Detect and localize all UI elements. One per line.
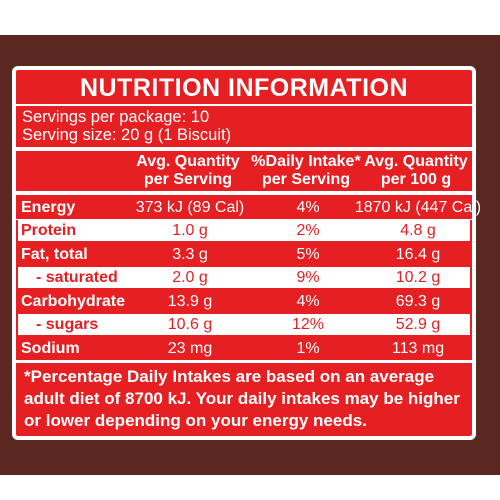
daily-intake-value: 4% — [296, 293, 320, 310]
per-100g-value: 1870 kJ (447 Cal) — [354, 199, 482, 216]
row-label: Fat, total — [21, 246, 88, 263]
per-serving-value: 3.3 g — [172, 246, 208, 263]
table-row-energy: Energy 373 kJ (89 Cal) 4% 1870 kJ (447 C… — [18, 197, 481, 218]
header-avg-per-serving: Avg. Quantity per Serving — [136, 153, 240, 188]
per-100g-value: 16.4 g — [395, 246, 441, 263]
table-row-carbohydrate: Carbohydrate 13.9 g 4% 69.3 g — [18, 291, 470, 312]
row-label: Sodium — [21, 340, 80, 357]
header-divider — [16, 147, 472, 151]
per-serving-value: 23 mg — [167, 340, 213, 357]
table-top-divider — [16, 191, 472, 195]
nutrition-panel: NUTRITION INFORMATION Servings per packa… — [12, 66, 481, 440]
table-row-fat-total: Fat, total 3.3 g 5% 16.4 g — [18, 244, 470, 265]
title-divider — [16, 104, 472, 106]
table-bottom-divider — [16, 360, 472, 363]
per-100g-value: 4.8 g — [400, 222, 436, 239]
servings-per-package: Servings per package: 10 — [22, 108, 210, 126]
row-divider — [16, 219, 472, 220]
row-label: Carbohydrate — [21, 293, 126, 310]
daily-intake-value: 4% — [296, 199, 320, 216]
table-row-sodium: Sodium 23 mg 1% 113 mg — [18, 338, 470, 359]
serving-size: Serving size: 20 g (1 Biscuit) — [22, 126, 232, 144]
per-serving-value: 1.0 g — [172, 222, 208, 239]
per-serving-value: 10.6 g — [167, 316, 213, 333]
table-row-saturated: - saturated 2.0 g 9% 10.2 g — [18, 267, 470, 288]
daily-intake-value: 12% — [291, 316, 325, 333]
per-100g-value: 10.2 g — [395, 269, 441, 286]
per-serving-value: 373 kJ (89 Cal) — [135, 199, 245, 216]
panel-title: NUTRITION INFORMATION — [79, 74, 409, 102]
per-100g-value: 69.3 g — [395, 293, 441, 310]
per-serving-value: 2.0 g — [172, 269, 208, 286]
per-100g-value: 113 mg — [391, 340, 445, 357]
row-label: Energy — [21, 199, 76, 216]
daily-intake-value: 1% — [296, 340, 320, 357]
per-100g-value: 52.9 g — [395, 316, 441, 333]
daily-intake-value: 2% — [296, 222, 320, 239]
table-row-protein: Protein 1.0 g 2% 4.8 g — [18, 220, 470, 241]
header-avg-per-100g: Avg. Quantity per 100 g — [364, 153, 468, 188]
daily-intake-value: 5% — [296, 246, 320, 263]
daily-intake-value: 9% — [296, 269, 320, 286]
table-row-sugars: - sugars 10.6 g 12% 52.9 g — [18, 314, 470, 335]
row-label: Protein — [21, 222, 77, 239]
row-label: - sugars — [36, 316, 99, 333]
per-serving-value: 13.9 g — [167, 293, 213, 310]
daily-intake-footnote: *Percentage Daily Intakes are based on a… — [24, 367, 460, 430]
row-label: - saturated — [36, 269, 118, 286]
header-daily-intake: %Daily Intake* per Serving — [251, 153, 361, 188]
